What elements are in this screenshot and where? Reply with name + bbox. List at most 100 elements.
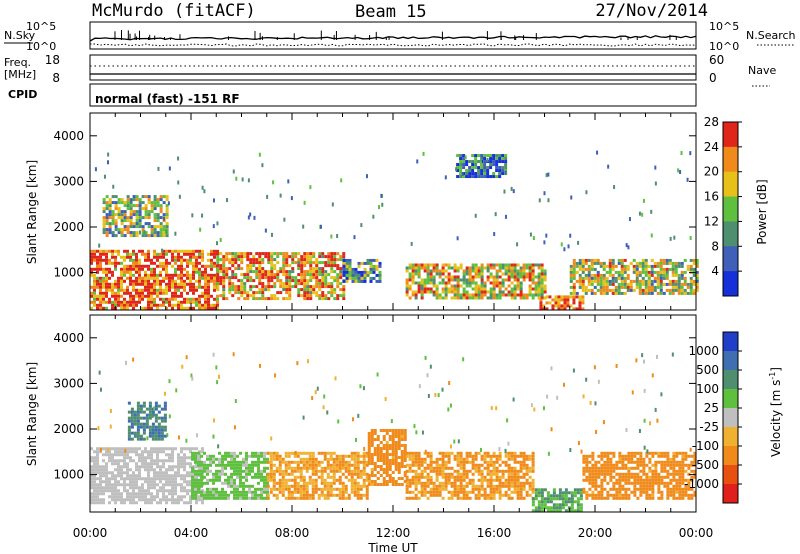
scatter-cell [382, 480, 386, 484]
scatter-cell [441, 454, 445, 458]
scatter-cell [594, 487, 598, 491]
scatter-cell [510, 293, 514, 297]
scatter-cell [311, 478, 315, 482]
scatter-cell [531, 281, 535, 285]
scatter-cell [495, 166, 499, 170]
scatter-cell [195, 249, 198, 253]
scatter-cell [578, 258, 582, 262]
scatter-cell [680, 285, 684, 289]
nsearch-line [90, 43, 696, 47]
scatter-cell [456, 169, 460, 173]
scatter-cell [397, 477, 401, 481]
scatter-cell [519, 287, 523, 291]
scatter-cell [218, 496, 221, 500]
scatter-cell [581, 298, 585, 302]
scatter-cell [372, 258, 376, 262]
scatter-cell [385, 429, 389, 433]
scatter-cell [617, 276, 621, 280]
scatter-cell [239, 466, 242, 470]
scatter-cell [363, 273, 367, 277]
scatter-cell [353, 478, 357, 482]
scatter-cell [408, 463, 412, 467]
scatter-cell [159, 459, 162, 463]
scatter-cell [126, 456, 129, 460]
scatter-cell [305, 463, 309, 467]
scatter-cell [584, 276, 588, 280]
scatter-cell [468, 490, 472, 494]
scatter-cell [267, 261, 271, 265]
scatter-cell [302, 496, 306, 500]
scatter-cell [311, 454, 315, 458]
scatter-cell [679, 169, 682, 174]
scatter-cell [602, 285, 606, 289]
scatter-cell [584, 267, 588, 271]
scatter-cell [308, 463, 312, 467]
scatter-cell [111, 489, 114, 493]
power-scatter [90, 150, 699, 311]
scatter-cell [414, 296, 418, 300]
scatter-cell [537, 503, 541, 507]
scatter-cell [135, 477, 138, 481]
scatter-cell [129, 297, 132, 301]
scatter-cell [534, 284, 538, 288]
scatter-cell [572, 291, 576, 295]
scatter-cell [504, 287, 508, 291]
scatter-cell [507, 275, 511, 279]
scatter-cell [206, 478, 209, 482]
scatter-cell [365, 487, 369, 491]
scatter-cell [133, 416, 137, 420]
scatter-cell [615, 460, 619, 464]
scatter-cell [213, 303, 216, 307]
scatter-cell [254, 493, 257, 497]
scatter-cell [585, 466, 589, 470]
scatter-cell [148, 428, 152, 432]
scatter-cell [336, 294, 340, 298]
scatter-cell [572, 301, 576, 305]
scatter-cell [162, 249, 165, 253]
scatter-cell [96, 468, 99, 472]
scatter-cell [221, 463, 224, 467]
scatter-cell [695, 288, 699, 292]
scatter-cell [638, 285, 642, 289]
scatter-cell [177, 273, 180, 277]
scatter-cell [572, 285, 576, 289]
scatter-cell [578, 307, 582, 311]
scatter-cell [356, 493, 360, 497]
scatter-cell [129, 282, 132, 286]
scatter-cell [489, 281, 493, 285]
colorbar-swatch [723, 196, 738, 222]
scatter-cell [153, 213, 157, 217]
scatter-cell [215, 475, 218, 479]
scatter-cell [267, 279, 271, 283]
scatter-cell [114, 462, 117, 466]
scatter-cell [96, 465, 99, 469]
scatter-cell [516, 454, 520, 458]
scatter-cell [216, 285, 220, 289]
scatter-cell [102, 468, 105, 472]
scatter-cell [308, 478, 312, 482]
scatter-cell [391, 429, 395, 433]
scatter-cell [123, 465, 126, 469]
scatter-cell [219, 282, 223, 286]
scatter-cell [231, 252, 235, 256]
scatter-cell [480, 293, 484, 297]
scatter-cell [516, 284, 520, 288]
scatter-cell [117, 216, 121, 220]
scatter-cell [534, 506, 538, 510]
scatter-cell [269, 472, 273, 476]
scatter-cell [326, 496, 330, 500]
scatter-cell [99, 498, 102, 502]
scatter-cell [123, 270, 126, 274]
scatter-cell [237, 279, 241, 283]
scatter-cell [480, 478, 484, 482]
scatter-cell [138, 213, 142, 217]
scatter-cell [403, 456, 407, 460]
scatter-cell [603, 472, 607, 476]
colorbar-swatch [723, 122, 738, 148]
scatter-cell [177, 459, 180, 463]
scatter-cell [462, 457, 466, 461]
scatter-cell [479, 160, 482, 165]
scatter-cell [483, 154, 487, 158]
scatter-cell [189, 498, 192, 502]
scatter-cell [210, 279, 213, 283]
